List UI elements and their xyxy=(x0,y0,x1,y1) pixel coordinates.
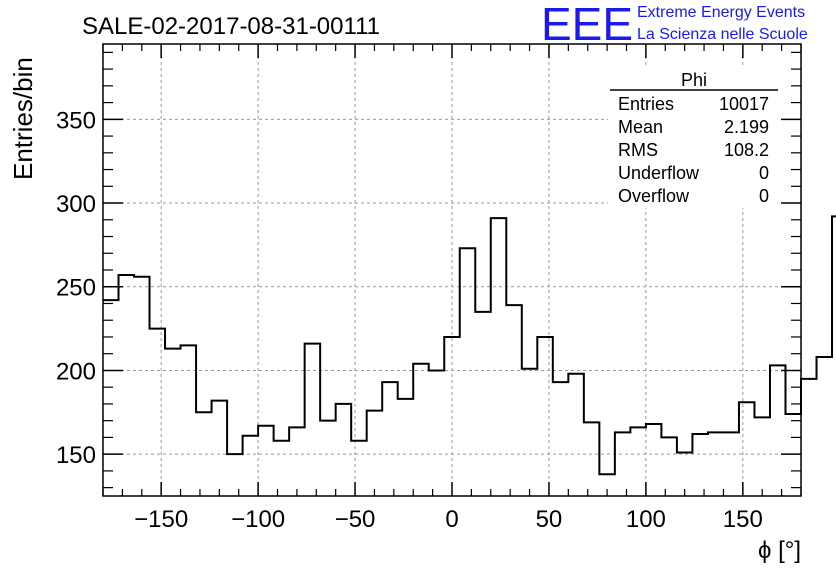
run-title: SALE-02-2017-08-31-00111 xyxy=(82,13,380,40)
x-tick-label: −100 xyxy=(231,506,285,533)
x-tick-label: −150 xyxy=(134,506,188,533)
eee-logo: EEE xyxy=(541,0,633,50)
x-tick-label: 100 xyxy=(626,506,666,533)
y-axis-title: Entries/bin xyxy=(8,57,38,180)
stats-label: Entries xyxy=(618,94,674,114)
stats-label: Overflow xyxy=(618,186,690,206)
stats-value: 108.2 xyxy=(724,140,769,160)
y-tick-label: 200 xyxy=(56,358,96,385)
stats-label: RMS xyxy=(618,140,658,160)
logo-subtitle-1: Extreme Energy Events xyxy=(637,4,805,21)
stats-value: 0 xyxy=(759,186,769,206)
y-tick-label: 150 xyxy=(56,442,96,469)
stats-title: Phi xyxy=(681,70,707,90)
stats-label: Mean xyxy=(618,117,663,137)
logo-subtitle-2: La Scienza nelle Scuole xyxy=(637,26,808,43)
axis-ticks xyxy=(102,44,802,496)
tick-labels: −150 −100 −50 0 50 100 150 150 200 250 300 350 xyxy=(56,107,763,533)
y-tick-label: 350 xyxy=(56,107,96,134)
stats-value: 2.199 xyxy=(724,117,769,137)
grid-lines xyxy=(103,44,801,496)
x-tick-label: 50 xyxy=(536,506,563,533)
y-tick-label: 300 xyxy=(56,191,96,218)
x-tick-label: −50 xyxy=(335,506,376,533)
stats-value: 0 xyxy=(759,163,769,183)
stats-value: 10017 xyxy=(719,94,769,114)
stats-label: Underflow xyxy=(618,163,700,183)
stats-box: Phi Entries 10017 Mean 2.199 RMS 108.2 U… xyxy=(608,68,778,208)
histogram-line xyxy=(103,215,836,476)
x-tick-label: 0 xyxy=(445,506,458,533)
x-axis-title: ϕ [°] xyxy=(758,537,801,564)
y-tick-label: 250 xyxy=(56,275,96,302)
x-tick-label: 150 xyxy=(723,506,763,533)
